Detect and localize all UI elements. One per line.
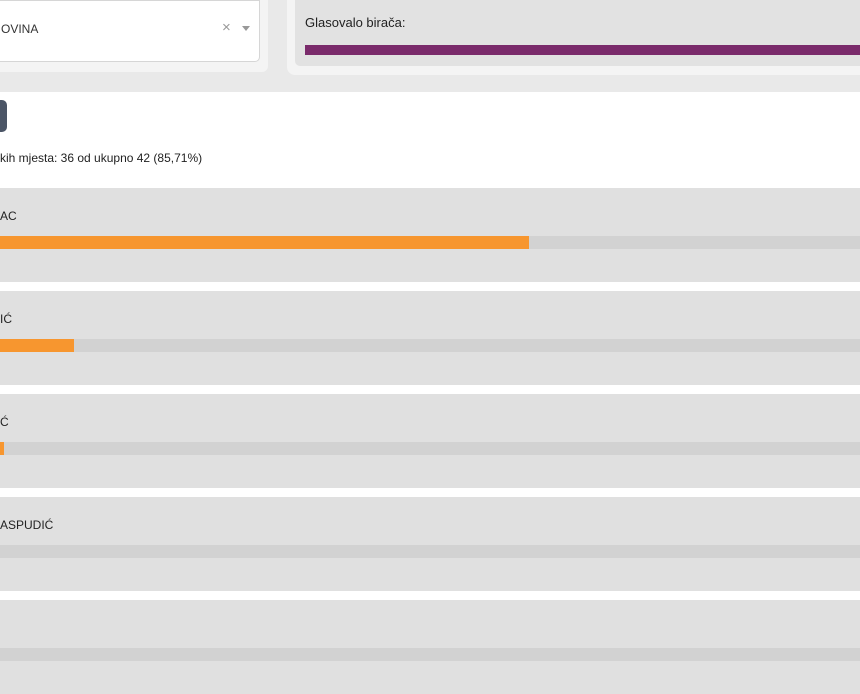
- counted-polling-stations-text: kih mjesta: 36 od ukupno 42 (85,71%): [0, 151, 203, 165]
- candidate-progress-fill: [0, 339, 74, 352]
- candidate-name: Ć: [0, 415, 9, 429]
- candidate-name: IĆ: [0, 312, 12, 326]
- candidate-progress-track: [0, 236, 860, 249]
- turnout-panel: Glasovalo birača:: [295, 0, 860, 66]
- action-button[interactable]: [0, 100, 7, 132]
- municipality-select[interactable]: OVINA ×: [0, 0, 260, 62]
- candidate-progress-track: [0, 442, 860, 455]
- turnout-progress-track: [305, 45, 860, 55]
- candidate-progress-fill: [0, 442, 4, 455]
- turnout-card: Glasovalo birača:: [287, 0, 860, 75]
- turnout-progress-fill: [305, 45, 860, 55]
- municipality-select-value: OVINA: [1, 22, 39, 36]
- turnout-label: Glasovalo birača:: [305, 15, 406, 30]
- chevron-down-icon[interactable]: [242, 26, 250, 31]
- clear-icon[interactable]: ×: [222, 19, 231, 36]
- candidate-row: ASPUDIĆ: [0, 497, 860, 591]
- candidate-row: AC: [0, 188, 860, 282]
- candidate-row: Ć: [0, 394, 860, 488]
- candidate-row: [0, 600, 860, 694]
- candidate-progress-track: [0, 339, 860, 352]
- results-panel: kih mjesta: 36 od ukupno 42 (85,71%) AC …: [0, 92, 860, 694]
- candidate-progress-track: [0, 545, 860, 558]
- candidate-progress-track: [0, 648, 860, 661]
- candidate-name: ASPUDIĆ: [0, 518, 54, 532]
- candidate-row: IĆ: [0, 291, 860, 385]
- municipality-filter-card: OVINA ×: [0, 0, 268, 72]
- top-row: OVINA × Glasovalo birača:: [0, 0, 860, 92]
- candidate-progress-fill: [0, 236, 529, 249]
- candidate-name: AC: [0, 209, 17, 223]
